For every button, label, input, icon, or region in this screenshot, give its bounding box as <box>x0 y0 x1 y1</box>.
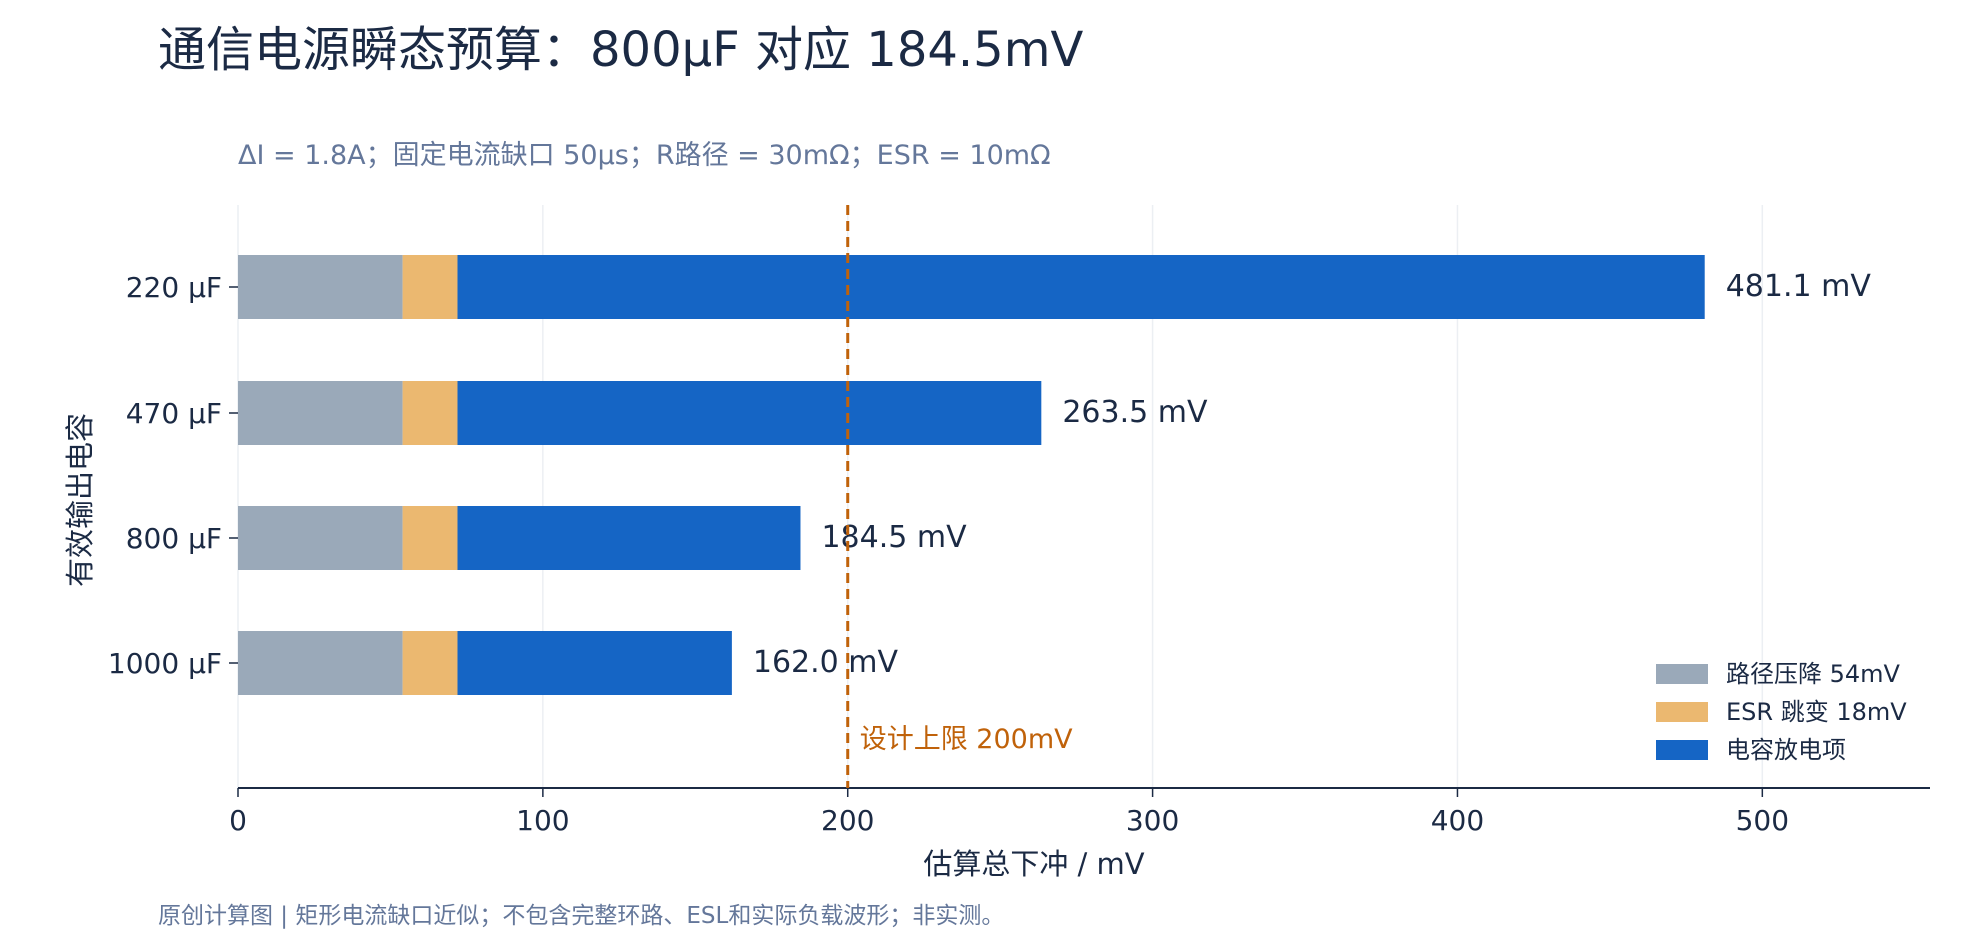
bar-segment <box>238 255 403 319</box>
legend-label: 电容放电项 <box>1726 736 1846 764</box>
legend-swatch <box>1656 702 1708 722</box>
bar-segment <box>402 631 458 695</box>
bar-total-label: 162.0 mV <box>753 645 899 680</box>
legend-label: ESR 跳变 18mV <box>1726 698 1907 726</box>
x-tick-label: 200 <box>821 804 874 837</box>
bar-segment <box>238 381 403 445</box>
chart-footnote: 原创计算图 | 矩形电流缺口近似；不包含完整环路、ESL和实际负载波形；非实测。 <box>158 903 1005 929</box>
legend-swatch <box>1656 664 1708 684</box>
y-tick-label: 800 μF <box>126 522 222 555</box>
bar-segment <box>457 631 732 695</box>
bar-segment <box>238 506 403 570</box>
bar-segment <box>457 255 1705 319</box>
bar-total-label: 481.1 mV <box>1726 269 1872 304</box>
x-tick-label: 100 <box>516 804 569 837</box>
bar-segment <box>457 506 801 570</box>
bar-segment <box>402 506 458 570</box>
bar-segment <box>402 255 458 319</box>
chart-subtitle: ΔI = 1.8A；固定电流缺口 50μs；R路径 = 30mΩ；ESR = 1… <box>238 140 1051 171</box>
y-tick-label: 1000 μF <box>108 647 222 680</box>
bar-segment <box>457 381 1042 445</box>
chart-title: 通信电源瞬态预算：800μF 对应 184.5mV <box>158 22 1084 78</box>
legend-label: 路径压降 54mV <box>1726 660 1901 688</box>
x-tick-label: 500 <box>1736 804 1789 837</box>
x-tick-label: 400 <box>1431 804 1484 837</box>
legend-swatch <box>1656 740 1708 760</box>
bar-segment <box>402 381 458 445</box>
y-axis-title: 有效输出电容 <box>63 413 97 587</box>
x-axis-title: 估算总下冲 / mV <box>923 847 1144 881</box>
x-tick-label: 300 <box>1126 804 1179 837</box>
x-tick-label: 0 <box>229 804 247 837</box>
y-tick-label: 220 μF <box>126 271 222 304</box>
bar-segment <box>238 631 403 695</box>
y-tick-label: 470 μF <box>126 397 222 430</box>
bar-total-label: 263.5 mV <box>1062 395 1208 430</box>
design-limit-label: 设计上限 200mV <box>860 724 1073 755</box>
bar-total-label: 184.5 mV <box>821 520 967 555</box>
